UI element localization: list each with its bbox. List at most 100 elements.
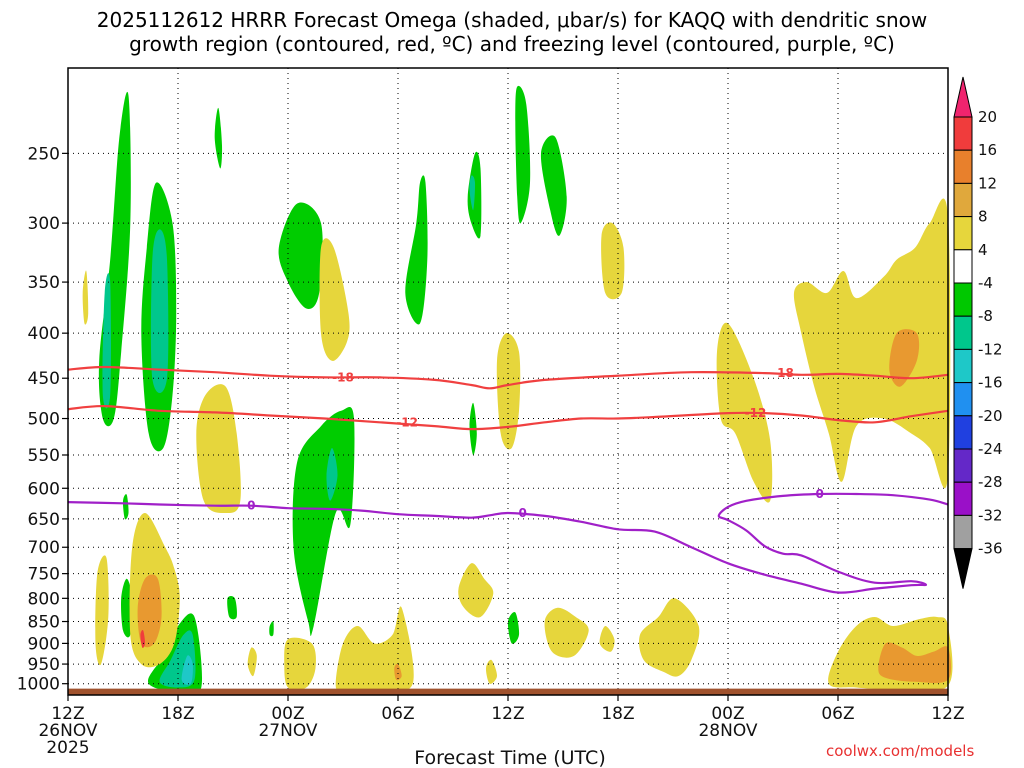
y-tick-label: 900 bbox=[28, 634, 60, 654]
contour-label: -12 bbox=[745, 406, 767, 420]
x-tick-label: 18Z bbox=[161, 704, 194, 724]
colorbar-swatch bbox=[953, 514, 973, 550]
omega-region bbox=[496, 333, 521, 450]
x-tick-date-label: 27NOV bbox=[258, 721, 317, 741]
contour-label: 0 bbox=[815, 487, 823, 501]
omega-region bbox=[405, 175, 428, 325]
colorbar-label: 8 bbox=[978, 208, 988, 226]
y-tick-label: 700 bbox=[28, 538, 60, 558]
colorbar-legend: 20 16 12 8 4 -4 -8 -12 -16 -20 -24 -28 -32 -36 bbox=[953, 76, 1003, 589]
y-tick-label: 400 bbox=[28, 324, 60, 344]
omega-region bbox=[214, 107, 223, 169]
omega-region bbox=[102, 273, 111, 409]
colorbar-swatch bbox=[953, 216, 973, 251]
colorbar-swatch bbox=[953, 282, 973, 317]
omega-region bbox=[599, 625, 615, 652]
chart-title-line-2: growth region (contoured, red, ºC) and f… bbox=[129, 32, 895, 56]
colorbar-label: -20 bbox=[978, 407, 1003, 425]
omega-region bbox=[292, 407, 355, 637]
y-tick-label: 250 bbox=[28, 144, 60, 164]
colorbar-label: -16 bbox=[978, 374, 1003, 392]
omega-region bbox=[326, 448, 338, 501]
omega-region bbox=[278, 202, 323, 309]
x-tick-label: 18Z bbox=[601, 704, 634, 724]
omega-region bbox=[878, 642, 952, 684]
grid-layer bbox=[67, 68, 949, 695]
contour-line bbox=[67, 492, 949, 594]
omega-region bbox=[150, 229, 169, 394]
colorbar-swatch bbox=[953, 382, 973, 417]
omega-region bbox=[247, 647, 257, 677]
x-tick-label: 12Z bbox=[931, 704, 964, 724]
colorbar-label: 20 bbox=[978, 108, 997, 126]
omega-region bbox=[458, 563, 494, 618]
colorbar-label: 12 bbox=[978, 174, 997, 192]
x-tick-label: 12Z bbox=[51, 704, 84, 724]
ground-surface bbox=[68, 688, 948, 695]
omega-region bbox=[95, 555, 109, 666]
colorbar-swatch bbox=[953, 415, 973, 450]
omega-region bbox=[319, 238, 350, 361]
omega-region bbox=[540, 135, 567, 236]
omega-region bbox=[394, 663, 402, 681]
colorbar-label: 16 bbox=[978, 141, 997, 159]
x-tick-label: 06Z bbox=[821, 704, 854, 724]
colorbar-swatch bbox=[953, 481, 973, 516]
chart-title: 2025112612 HRRR Forecast Omega (shaded, … bbox=[0, 8, 1024, 56]
omega-region bbox=[82, 270, 89, 325]
colorbar-label: 4 bbox=[978, 241, 988, 259]
omega-region bbox=[196, 384, 241, 514]
colorbar-swatch bbox=[953, 116, 973, 151]
omega-region bbox=[793, 198, 951, 489]
y-tick-label: 1000 bbox=[17, 675, 60, 695]
omega-region bbox=[485, 659, 498, 684]
omega-region bbox=[469, 175, 476, 211]
x-tick-label: 00Z bbox=[711, 704, 744, 724]
x-tick-date-label: 28NOV bbox=[698, 721, 757, 741]
omega-shading-layer bbox=[82, 85, 953, 694]
contour-label: -18 bbox=[332, 370, 354, 384]
y-tick-label: 550 bbox=[28, 446, 60, 466]
omega-region bbox=[181, 655, 193, 685]
colorbar-label: -12 bbox=[978, 340, 1003, 358]
x-axis-label: Forecast Time (UTC) bbox=[414, 747, 605, 768]
contour-line bbox=[67, 365, 949, 390]
omega-region bbox=[889, 329, 920, 387]
omega-region bbox=[227, 595, 238, 620]
y-tick-label: 750 bbox=[28, 565, 60, 585]
omega-region bbox=[335, 606, 414, 692]
colorbar-label: -32 bbox=[978, 506, 1003, 524]
omega-region bbox=[122, 494, 129, 520]
omega-region bbox=[638, 598, 700, 677]
y-tick-label: 800 bbox=[28, 589, 60, 609]
omega-region bbox=[269, 621, 274, 637]
x-tick-label: 12Z bbox=[491, 704, 524, 724]
y-tick-label: 500 bbox=[28, 410, 60, 430]
omega-region bbox=[515, 85, 531, 224]
colorbar-swatch bbox=[953, 182, 973, 218]
credit-text: coolwx.com/models bbox=[826, 742, 975, 760]
colorbar-label: -8 bbox=[978, 307, 993, 325]
colorbar-swatch bbox=[953, 149, 973, 184]
y-tick-label: 600 bbox=[28, 479, 60, 499]
chart-title-line-1: 2025112612 HRRR Forecast Omega (shaded, … bbox=[96, 8, 928, 32]
y-tick-label: 300 bbox=[28, 214, 60, 234]
contour-line bbox=[67, 404, 949, 431]
colorbar-swatch bbox=[953, 315, 973, 350]
colorbar-label: -36 bbox=[978, 540, 1003, 558]
colorbar-label: -4 bbox=[978, 274, 993, 292]
contour-label: -12 bbox=[396, 415, 418, 429]
y-tick-label: 950 bbox=[28, 655, 60, 675]
colorbar-swatch bbox=[953, 448, 973, 483]
y-tick-label: 450 bbox=[28, 369, 60, 389]
omega-region bbox=[601, 222, 625, 300]
x-tick-date-label: 26NOV bbox=[38, 721, 97, 741]
colorbar-label: -24 bbox=[978, 440, 1003, 458]
omega-region bbox=[507, 611, 520, 644]
contour-layer: -18 -18 -12 -12 0 0 0 bbox=[67, 365, 949, 594]
x-tick-date-label: 2025 bbox=[46, 738, 89, 758]
omega-region bbox=[544, 607, 589, 658]
x-tick-label: 06Z bbox=[381, 704, 414, 724]
omega-region bbox=[121, 578, 133, 638]
colorbar-bottom-arrow bbox=[953, 548, 973, 589]
